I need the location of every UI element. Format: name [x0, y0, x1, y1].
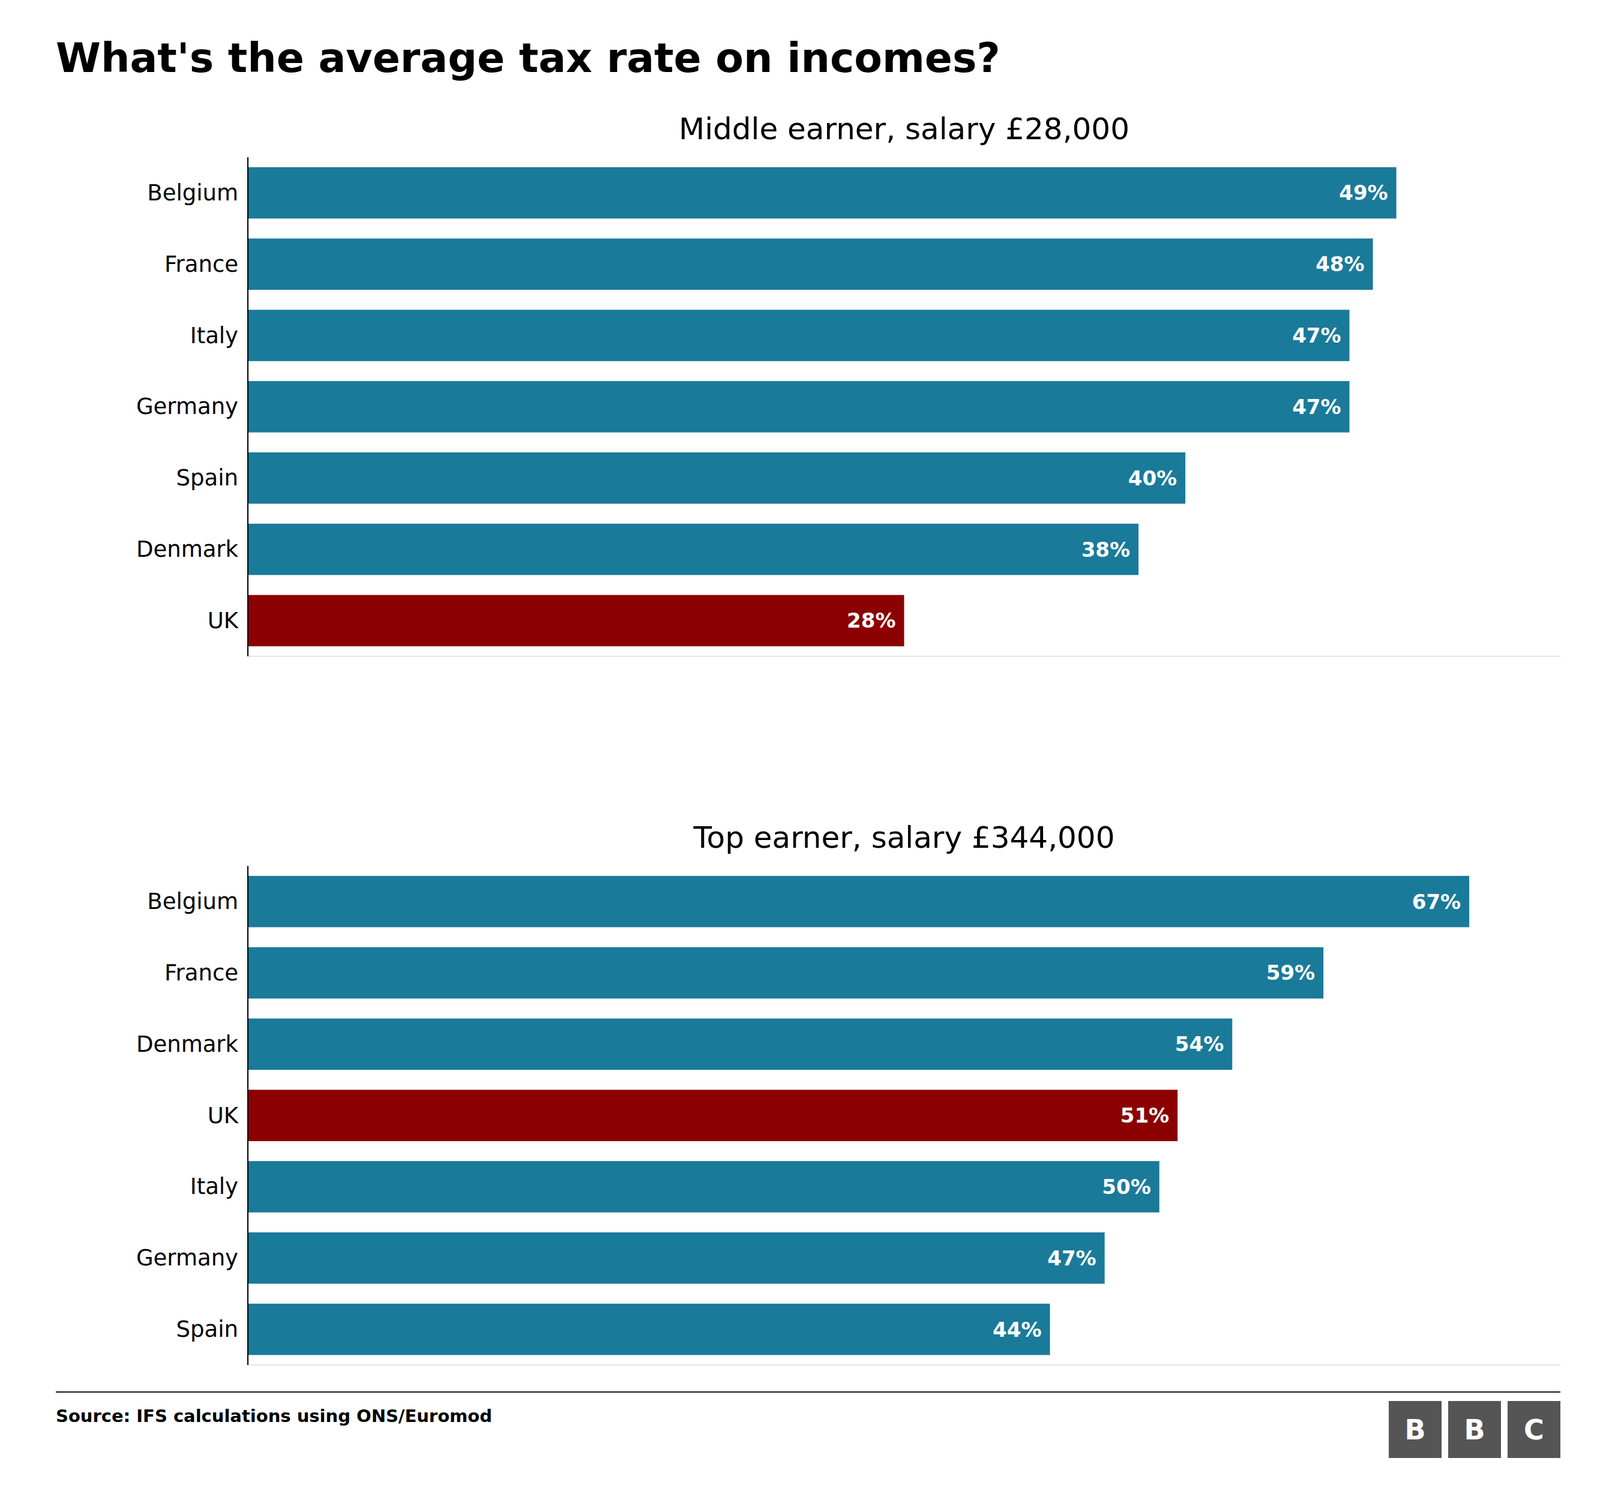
source-text: Source: IFS calculations using ONS/Eurom… — [55, 1406, 493, 1427]
bar — [247, 1018, 1233, 1071]
panel: Top earner, salary £344,000 67% 59% 54% 51% 5… — [136, 820, 1561, 1366]
panel: Middle earner, salary £28,000 49% 48% 47% 47… — [136, 111, 1561, 657]
x-axis-line — [247, 1365, 1561, 1366]
bar — [247, 1089, 1178, 1142]
data-label: 67% — [1412, 890, 1461, 915]
bar — [247, 1304, 1051, 1356]
data-label: 59% — [1266, 960, 1315, 985]
y-tick-label: Spain — [176, 465, 239, 491]
subtitle: Top earner, salary £344,000 — [693, 820, 1116, 856]
data-label: 50% — [1101, 1175, 1151, 1200]
logo-letter: C — [1523, 1413, 1545, 1447]
data-label: 47% — [1292, 394, 1341, 419]
logo-box — [1507, 1401, 1561, 1459]
bar — [247, 1161, 1160, 1213]
subtitle: Middle earner, salary £28,000 — [678, 111, 1130, 147]
x-axis-line — [247, 655, 1561, 657]
data-label: 40% — [1128, 466, 1177, 491]
bar — [247, 947, 1324, 1000]
bar — [247, 238, 1374, 290]
separator-line — [55, 1391, 1561, 1393]
data-label: 51% — [1120, 1103, 1170, 1128]
bar — [247, 523, 1139, 576]
y-tick-label: UK — [207, 1103, 240, 1129]
bar — [247, 309, 1350, 362]
data-label: 54% — [1175, 1032, 1224, 1057]
data-label: 49% — [1338, 180, 1388, 205]
y-tick-label: Italy — [190, 322, 239, 349]
y-tick-label: Germany — [136, 393, 239, 420]
y-tick-label: France — [164, 960, 239, 987]
data-label: 44% — [992, 1317, 1042, 1342]
bar — [247, 452, 1186, 505]
y-tick-label: Denmark — [136, 1031, 239, 1058]
bar — [247, 876, 1470, 928]
y-tick-label: Belgium — [147, 180, 239, 206]
y-tick-label: France — [164, 251, 239, 278]
y-tick-label: UK — [207, 607, 240, 634]
y-axis-line — [247, 157, 249, 657]
y-axis-line — [247, 866, 249, 1366]
y-tick-label: Germany — [136, 1245, 239, 1272]
bar — [247, 381, 1350, 433]
y-tick-label: Denmark — [136, 536, 239, 563]
data-label: 47% — [1292, 323, 1341, 348]
data-label: 48% — [1315, 252, 1365, 277]
title: What's the average tax rate on incomes? — [55, 34, 1001, 82]
chart-root: What's the average tax rate on incomes? M… — [0, 0, 1600, 1500]
y-tick-label: Italy — [190, 1173, 239, 1200]
data-label: 47% — [1047, 1246, 1096, 1271]
bars — [247, 876, 1470, 1356]
bar — [247, 167, 1397, 220]
y-tick-label: Belgium — [147, 888, 239, 915]
logo-box — [1388, 1401, 1442, 1459]
y-tick-label: Spain — [176, 1316, 239, 1343]
logo-box — [1448, 1401, 1501, 1459]
logo-letter: B — [1463, 1413, 1485, 1447]
bar — [247, 595, 905, 647]
bar — [247, 1232, 1105, 1285]
data-label: 38% — [1081, 537, 1131, 562]
background — [0, 0, 1600, 1500]
logo-letter: B — [1404, 1413, 1426, 1447]
data-label: 28% — [846, 608, 896, 633]
bars — [247, 167, 1397, 647]
